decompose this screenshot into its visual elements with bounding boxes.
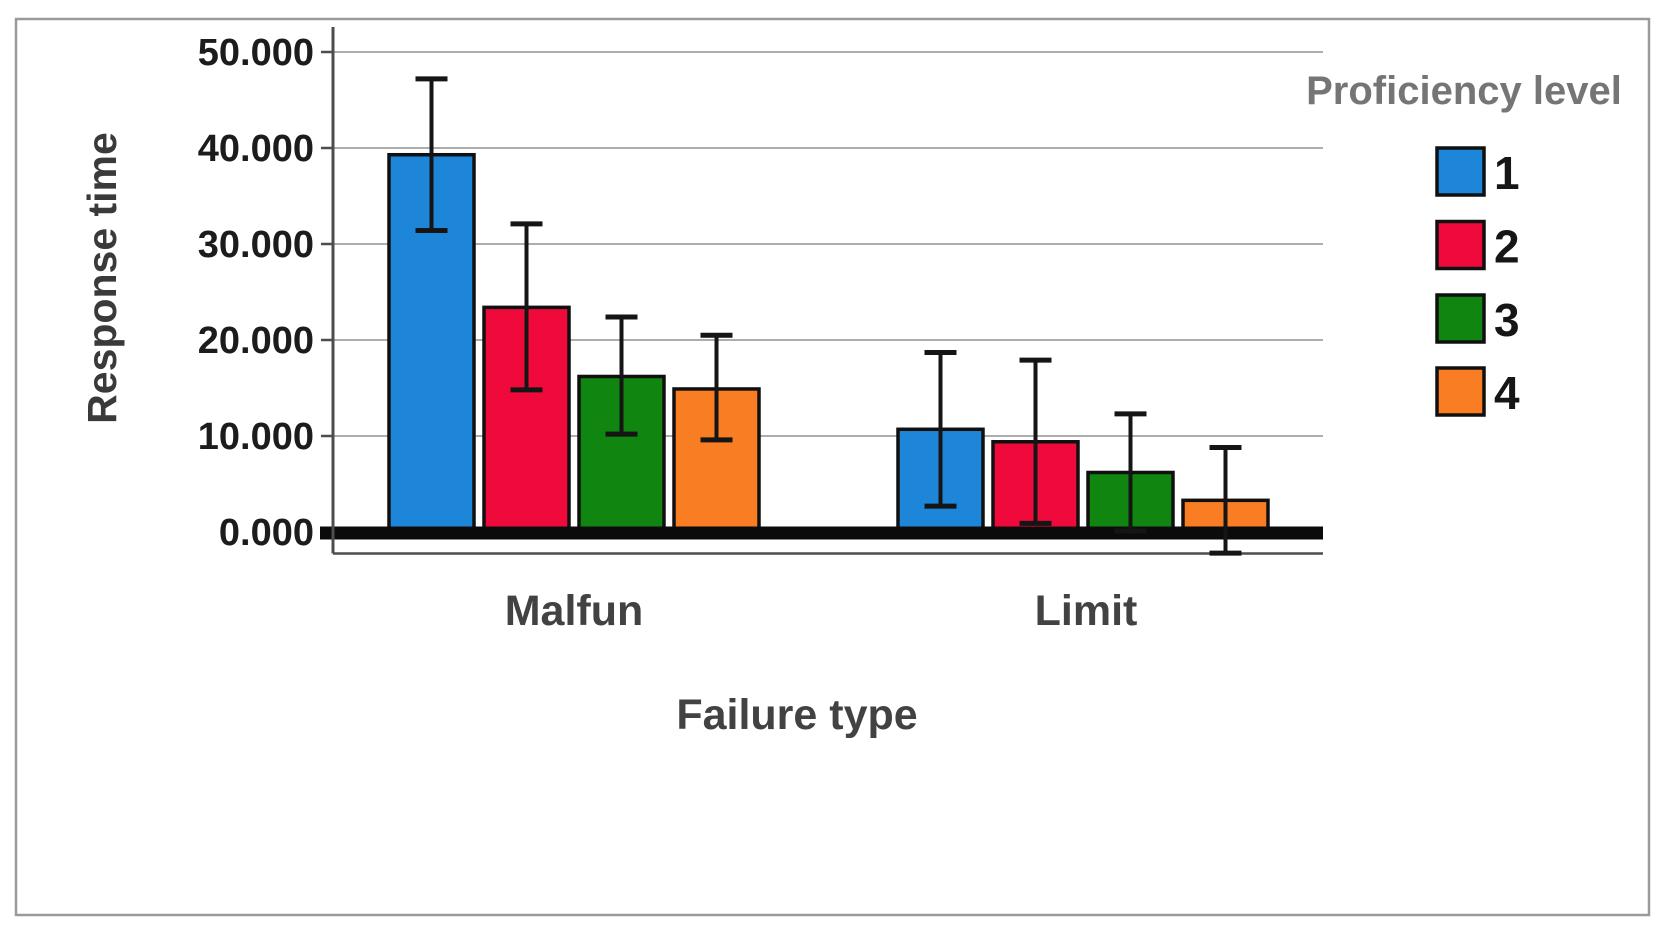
- y-tick-label: 50.000: [198, 32, 314, 74]
- legend-label-4: 4: [1494, 367, 1520, 419]
- y-tick-label: 30.000: [198, 224, 314, 266]
- legend-layer: 1 2 3 4: [1435, 146, 1520, 419]
- legend-swatch-2: [1435, 219, 1486, 271]
- legend-label-2: 2: [1494, 221, 1520, 273]
- legend-swatch-4: [1435, 366, 1486, 417]
- outer-border: [14, 17, 1651, 917]
- y-tick-label: 20.000: [198, 320, 314, 362]
- labels-layer: 0.000 10.000 20.000 30.000 40.000 50.000 Malfu…: [198, 32, 1138, 635]
- y-axis-title: Response time: [79, 132, 125, 424]
- y-tick-label: 0.000: [219, 512, 314, 554]
- axes-layer: [320, 27, 1323, 555]
- x-category-label-limit: Limit: [1035, 587, 1138, 635]
- x-category-label-malfun: Malfun: [505, 587, 644, 635]
- frame-layer: [14, 17, 1651, 917]
- y-tick-label: 10.000: [198, 416, 314, 458]
- legend-swatch-1: [1435, 146, 1486, 197]
- x-axis-title: Failure type: [676, 691, 917, 739]
- legend-title: Proficiency level: [1306, 69, 1622, 113]
- legend-label-3: 3: [1494, 294, 1520, 346]
- error-bar-layer: [415, 76, 1242, 556]
- legend-label-1: 1: [1494, 147, 1520, 199]
- y-tick-label: 40.000: [198, 128, 314, 170]
- legend-swatch-3: [1435, 293, 1486, 344]
